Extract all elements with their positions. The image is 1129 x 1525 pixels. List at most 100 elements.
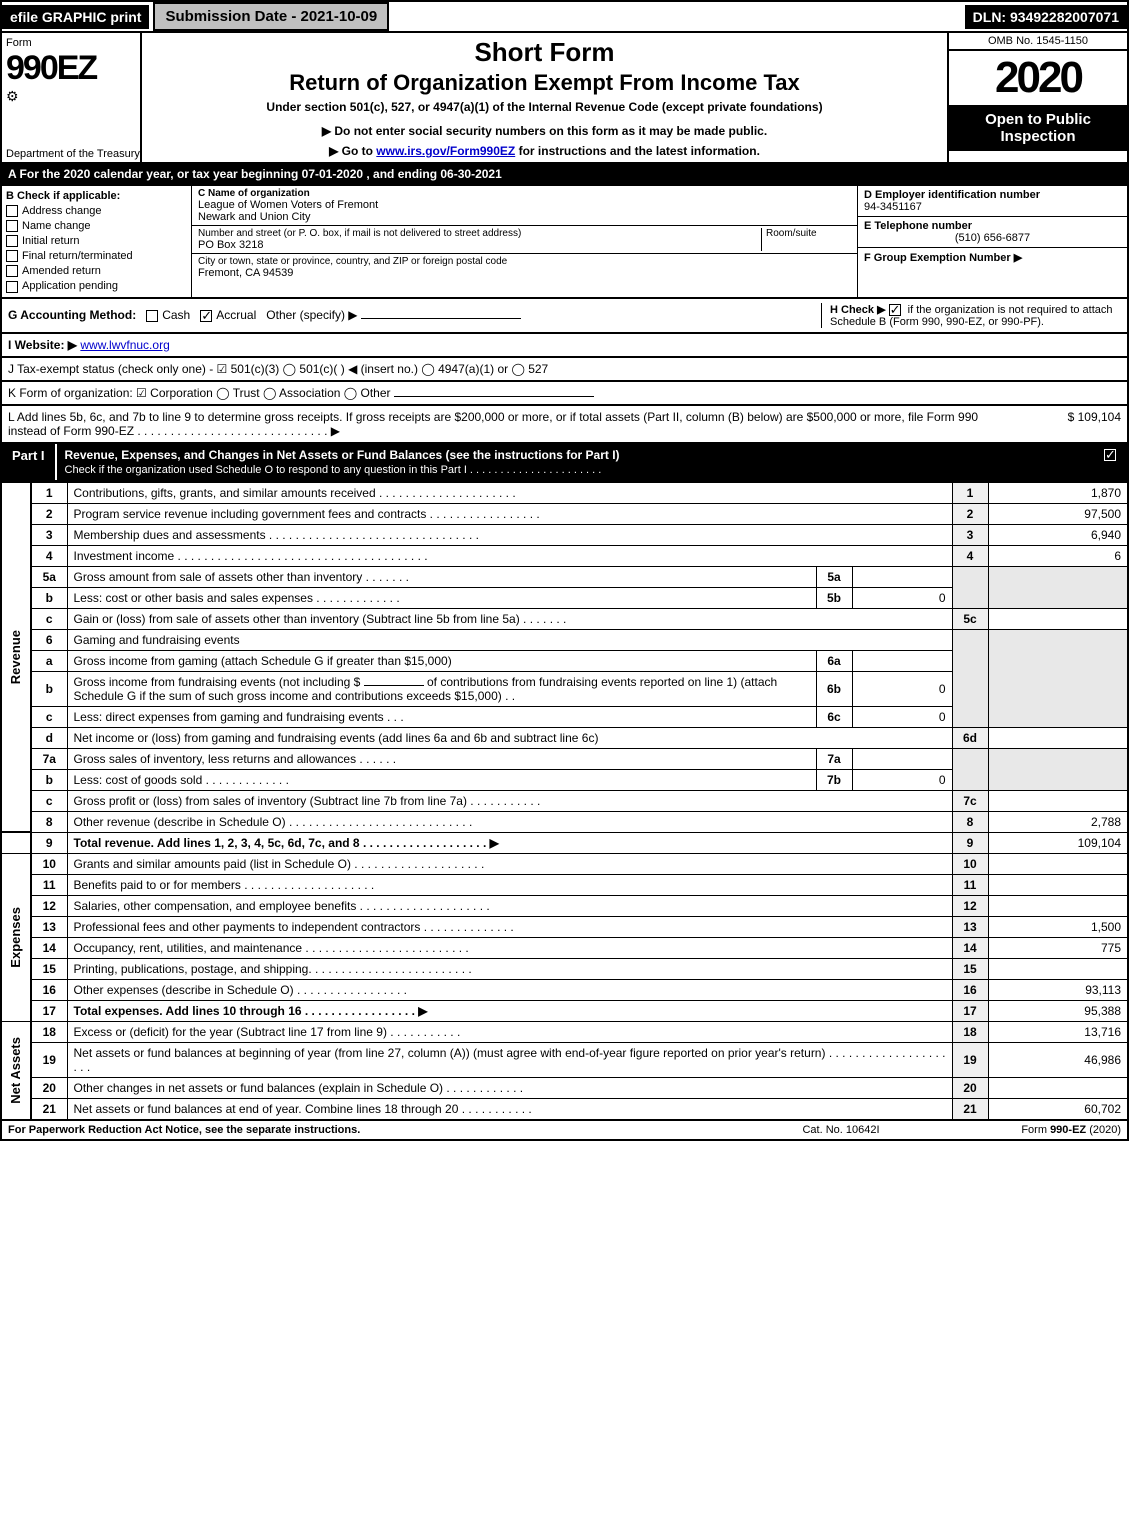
g-other-line[interactable] (361, 318, 521, 319)
box-f: F Group Exemption Number ▶ (858, 248, 1127, 267)
dept-label: Department of the Treasury (6, 148, 140, 160)
line-20: 20 Other changes in net assets or fund b… (1, 1077, 1128, 1098)
h-label: H Check ▶ (830, 304, 886, 316)
line-5a: 5a Gross amount from sale of assets othe… (1, 566, 1128, 587)
line-7c: c Gross profit or (loss) from sales of i… (1, 790, 1128, 811)
row-h: H Check ▶ if the organization is not req… (821, 303, 1121, 328)
period-bar: A For the 2020 calendar year, or tax yea… (0, 164, 1129, 186)
part-i-tab: Part I (2, 444, 57, 480)
g-label: G Accounting Method: (8, 308, 136, 322)
irs-link[interactable]: www.irs.gov/Form990EZ (376, 144, 515, 158)
line-1: Revenue 1 Contributions, gifts, grants, … (1, 482, 1128, 503)
org-name-label: C Name of organization (198, 188, 851, 199)
side-revenue: Revenue (1, 482, 31, 832)
form-id-block: Form 990EZ ⚙ Department of the Treasury (2, 33, 142, 162)
city-value: Fremont, CA 94539 (198, 267, 851, 279)
chk-amended-return[interactable]: Amended return (6, 265, 187, 277)
box-c: C Name of organization League of Women V… (192, 186, 857, 297)
org-address-row: Number and street (or P. O. box, if mail… (192, 226, 857, 254)
goto-post: for instructions and the latest informat… (515, 144, 760, 158)
phone-label: E Telephone number (864, 220, 972, 232)
org-name-1: League of Women Voters of Fremont (198, 199, 851, 211)
submission-date-button[interactable]: Submission Date - 2021-10-09 (153, 2, 389, 31)
k-text: K Form of organization: ☑ Corporation ◯ … (8, 386, 391, 400)
box-d: D Employer identification number 94-3451… (858, 186, 1127, 217)
treasury-seal-icon: ⚙ (6, 88, 136, 105)
l-amount: $ 109,104 (1011, 410, 1121, 438)
short-form-title: Short Form (150, 37, 939, 68)
row-l: L Add lines 5b, 6c, and 7b to line 9 to … (0, 406, 1129, 444)
chk-address-change[interactable]: Address change (6, 205, 187, 217)
g-other: Other (specify) ▶ (266, 308, 357, 322)
website-link[interactable]: www.lwvfnuc.org (80, 338, 169, 352)
page-footer: For Paperwork Reduction Act Notice, see … (0, 1121, 1129, 1141)
open-to-public: Open to Public Inspection (949, 105, 1127, 151)
info-block: B Check if applicable: Address change Na… (0, 186, 1129, 299)
line-4: 4 Investment income . . . . . . . . . . … (1, 545, 1128, 566)
return-title: Return of Organization Exempt From Incom… (150, 70, 939, 96)
line-15: 15 Printing, publications, postage, and … (1, 958, 1128, 979)
line-18: Net Assets 18 Excess or (deficit) for th… (1, 1021, 1128, 1042)
phone-value: (510) 656-6877 (864, 232, 1121, 244)
line-2: 2 Program service revenue including gove… (1, 503, 1128, 524)
box-b-title: B Check if applicable: (6, 190, 187, 202)
line-5c: c Gain or (loss) from sale of assets oth… (1, 608, 1128, 629)
org-city-row: City or town, state or province, country… (192, 254, 857, 281)
line-10: Expenses 10 Grants and similar amounts p… (1, 853, 1128, 874)
row-i: I Website: ▶ www.lwvfnuc.org (0, 334, 1129, 358)
part-i-subtitle: Check if the organization used Schedule … (65, 464, 602, 476)
goto-pre: ▶ Go to (329, 144, 376, 158)
form-number: 990EZ (6, 49, 136, 88)
form-right-block: OMB No. 1545-1150 2020 Open to Public In… (947, 33, 1127, 162)
lines-table: Revenue 1 Contributions, gifts, grants, … (0, 482, 1129, 1121)
k-other-line[interactable] (394, 396, 594, 397)
group-exemption-label: F Group Exemption Number ▶ (864, 252, 1022, 264)
side-expenses: Expenses (1, 853, 31, 1021)
line-17: 17 Total expenses. Add lines 10 through … (1, 1000, 1128, 1021)
line-9: 9 Total revenue. Add lines 1, 2, 3, 4, 5… (1, 832, 1128, 853)
j-text: J Tax-exempt status (check only one) - ☑… (8, 362, 548, 376)
line-19: 19 Net assets or fund balances at beginn… (1, 1042, 1128, 1077)
row-j: J Tax-exempt status (check only one) - ☑… (0, 358, 1129, 382)
row-g: G Accounting Method: Cash Accrual Other … (8, 308, 821, 322)
line-7a: 7a Gross sales of inventory, less return… (1, 748, 1128, 769)
line-6d: d Net income or (loss) from gaming and f… (1, 727, 1128, 748)
part-i-title: Revenue, Expenses, and Changes in Net As… (57, 444, 1097, 480)
line-11: 11 Benefits paid to or for members . . .… (1, 874, 1128, 895)
addr-label: Number and street (or P. O. box, if mail… (198, 228, 761, 239)
form-header: Form 990EZ ⚙ Department of the Treasury … (0, 33, 1129, 164)
chk-name-change[interactable]: Name change (6, 220, 187, 232)
tax-year: 2020 (949, 51, 1127, 105)
footer-cat: Cat. No. 10642I (741, 1124, 941, 1136)
dln-label: DLN: 93492282007071 (965, 5, 1127, 29)
room-label: Room/suite (766, 228, 851, 239)
chk-schedule-b[interactable] (889, 304, 901, 316)
efile-print-button[interactable]: efile GRAPHIC print (2, 5, 149, 29)
ein-label: D Employer identification number (864, 189, 1040, 201)
line-3: 3 Membership dues and assessments . . . … (1, 524, 1128, 545)
line-8: 8 Other revenue (describe in Schedule O)… (1, 811, 1128, 832)
chk-accrual[interactable] (200, 310, 212, 322)
do-not-enter: ▶ Do not enter social security numbers o… (150, 124, 939, 138)
top-bar: efile GRAPHIC print Submission Date - 20… (0, 0, 1129, 33)
box-def: D Employer identification number 94-3451… (857, 186, 1127, 297)
goto-line: ▶ Go to www.irs.gov/Form990EZ for instru… (150, 144, 939, 158)
line-14: 14 Occupancy, rent, utilities, and maint… (1, 937, 1128, 958)
chk-initial-return[interactable]: Initial return (6, 235, 187, 247)
chk-final-return[interactable]: Final return/terminated (6, 250, 187, 262)
row-k: K Form of organization: ☑ Corporation ◯ … (0, 382, 1129, 406)
part-i-check[interactable] (1097, 444, 1127, 480)
box-e: E Telephone number (510) 656-6877 (858, 217, 1127, 248)
part-i-header: Part I Revenue, Expenses, and Changes in… (0, 444, 1129, 482)
org-name-2: Newark and Union City (198, 211, 851, 223)
i-label: I Website: ▶ (8, 338, 77, 352)
row-g-h: G Accounting Method: Cash Accrual Other … (0, 299, 1129, 334)
form-title-block: Short Form Return of Organization Exempt… (142, 33, 947, 162)
chk-cash[interactable] (146, 310, 158, 322)
omb-number: OMB No. 1545-1150 (949, 33, 1127, 51)
chk-application-pending[interactable]: Application pending (6, 280, 187, 292)
line-16: 16 Other expenses (describe in Schedule … (1, 979, 1128, 1000)
footer-left: For Paperwork Reduction Act Notice, see … (8, 1124, 741, 1136)
6b-blank[interactable] (364, 685, 424, 686)
line-21: 21 Net assets or fund balances at end of… (1, 1098, 1128, 1120)
